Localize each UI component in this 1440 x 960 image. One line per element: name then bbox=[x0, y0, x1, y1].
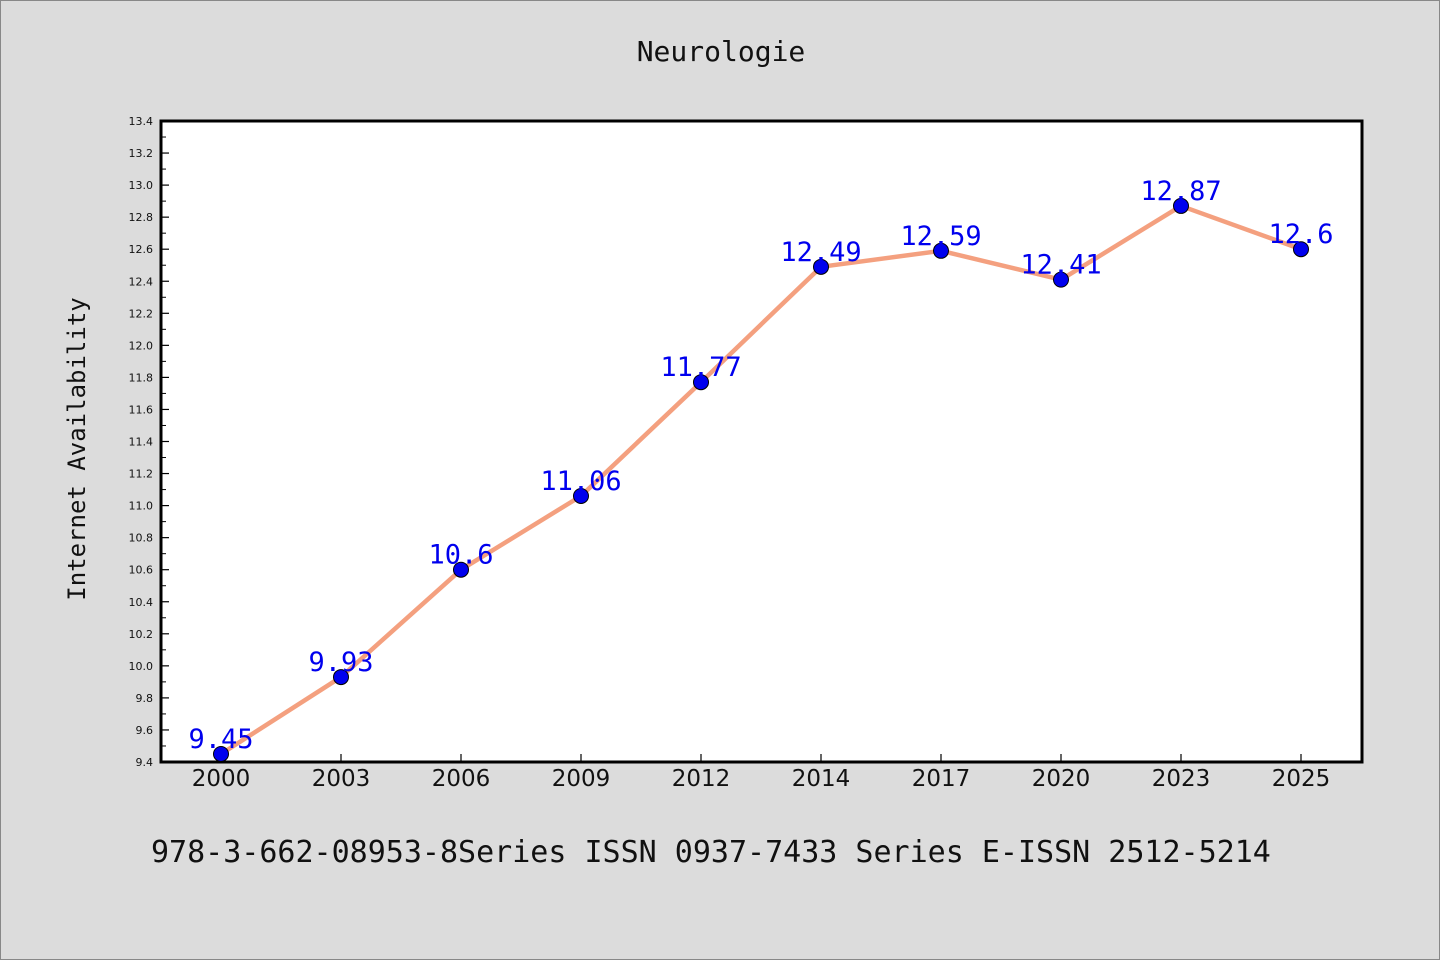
data-label: 9.45 bbox=[188, 724, 253, 755]
y-tick-label: 10.4 bbox=[129, 596, 154, 609]
y-tick-label: 11.2 bbox=[129, 468, 154, 481]
data-label: 12.59 bbox=[900, 221, 981, 252]
y-tick-label: 12.6 bbox=[129, 243, 154, 256]
data-point bbox=[933, 242, 949, 259]
data-point bbox=[693, 374, 709, 391]
y-tick-label: 11.8 bbox=[129, 371, 154, 384]
y-tick-label: 10.6 bbox=[129, 564, 154, 577]
x-tick-label: 2000 bbox=[192, 766, 251, 792]
data-point bbox=[453, 561, 469, 578]
data-label: 12.6 bbox=[1268, 219, 1333, 250]
y-tick-label: 12.4 bbox=[129, 275, 154, 288]
data-point bbox=[1293, 241, 1309, 258]
x-axis: 2000 2003 2006 2009 2012 2014 2017 2020 2023 2025 bbox=[192, 754, 1331, 792]
data-label: 12.87 bbox=[1140, 176, 1221, 207]
data-label: 11.77 bbox=[660, 352, 741, 383]
y-tick-label: 9.4 bbox=[136, 756, 154, 769]
data-label: 12.49 bbox=[780, 237, 861, 268]
data-point bbox=[213, 745, 229, 762]
data-point bbox=[1053, 271, 1069, 288]
x-tick-label: 2006 bbox=[432, 766, 491, 792]
data-point bbox=[573, 487, 589, 504]
footer-text: 978-3-662-08953-8Series ISSN 0937-7433 S… bbox=[151, 835, 1271, 870]
data-label: 11.06 bbox=[540, 466, 621, 497]
data-label: 10.6 bbox=[428, 540, 493, 571]
x-tick-label: 2025 bbox=[1272, 766, 1331, 792]
y-tick-label: 12.0 bbox=[129, 339, 154, 352]
x-tick-label: 2020 bbox=[1032, 766, 1091, 792]
y-tick-label: 11.4 bbox=[129, 436, 154, 449]
x-tick-label: 2014 bbox=[792, 766, 851, 792]
y-tick-label: 9.6 bbox=[136, 724, 154, 737]
y-tick-label: 9.8 bbox=[136, 692, 154, 705]
y-tick-label: 13.2 bbox=[129, 147, 154, 160]
data-point bbox=[1173, 197, 1189, 214]
plot-area bbox=[159, 119, 1364, 764]
x-tick-label: 2012 bbox=[672, 766, 731, 792]
chart-title: Neurologie bbox=[636, 35, 806, 68]
x-tick-label: 2009 bbox=[552, 766, 611, 792]
series-line bbox=[218, 203, 1304, 757]
y-tick-label: 12.2 bbox=[129, 307, 154, 320]
y-tick-label: 13.0 bbox=[129, 179, 154, 192]
series-group: 9.45 9.93 10.6 11.06 11.77 12.49 12.59 12.41 12.… bbox=[188, 176, 1334, 762]
y-tick-label: 10.8 bbox=[129, 532, 154, 545]
y-axis: 9.4 9.6 9.8 10.0 10.2 10.4 10.6 10.8 11.0 11.2 11.… bbox=[129, 115, 169, 769]
y-tick-label: 11.0 bbox=[129, 500, 154, 513]
x-tick-label: 2023 bbox=[1152, 766, 1211, 792]
y-tick-label: 12.8 bbox=[129, 211, 154, 224]
data-label: 9.93 bbox=[308, 647, 373, 678]
y-tick-label: 10.0 bbox=[129, 660, 154, 673]
y-tick-label: 13.4 bbox=[129, 115, 154, 128]
y-tick-label: 10.2 bbox=[129, 628, 154, 641]
data-point bbox=[813, 258, 829, 275]
x-tick-label: 2003 bbox=[312, 766, 371, 792]
y-tick-label: 11.6 bbox=[129, 403, 154, 416]
data-point bbox=[333, 669, 349, 686]
data-label: 12.41 bbox=[1020, 250, 1101, 281]
x-tick-label: 2017 bbox=[912, 766, 971, 792]
y-axis-label: Internet Availability bbox=[63, 297, 91, 600]
